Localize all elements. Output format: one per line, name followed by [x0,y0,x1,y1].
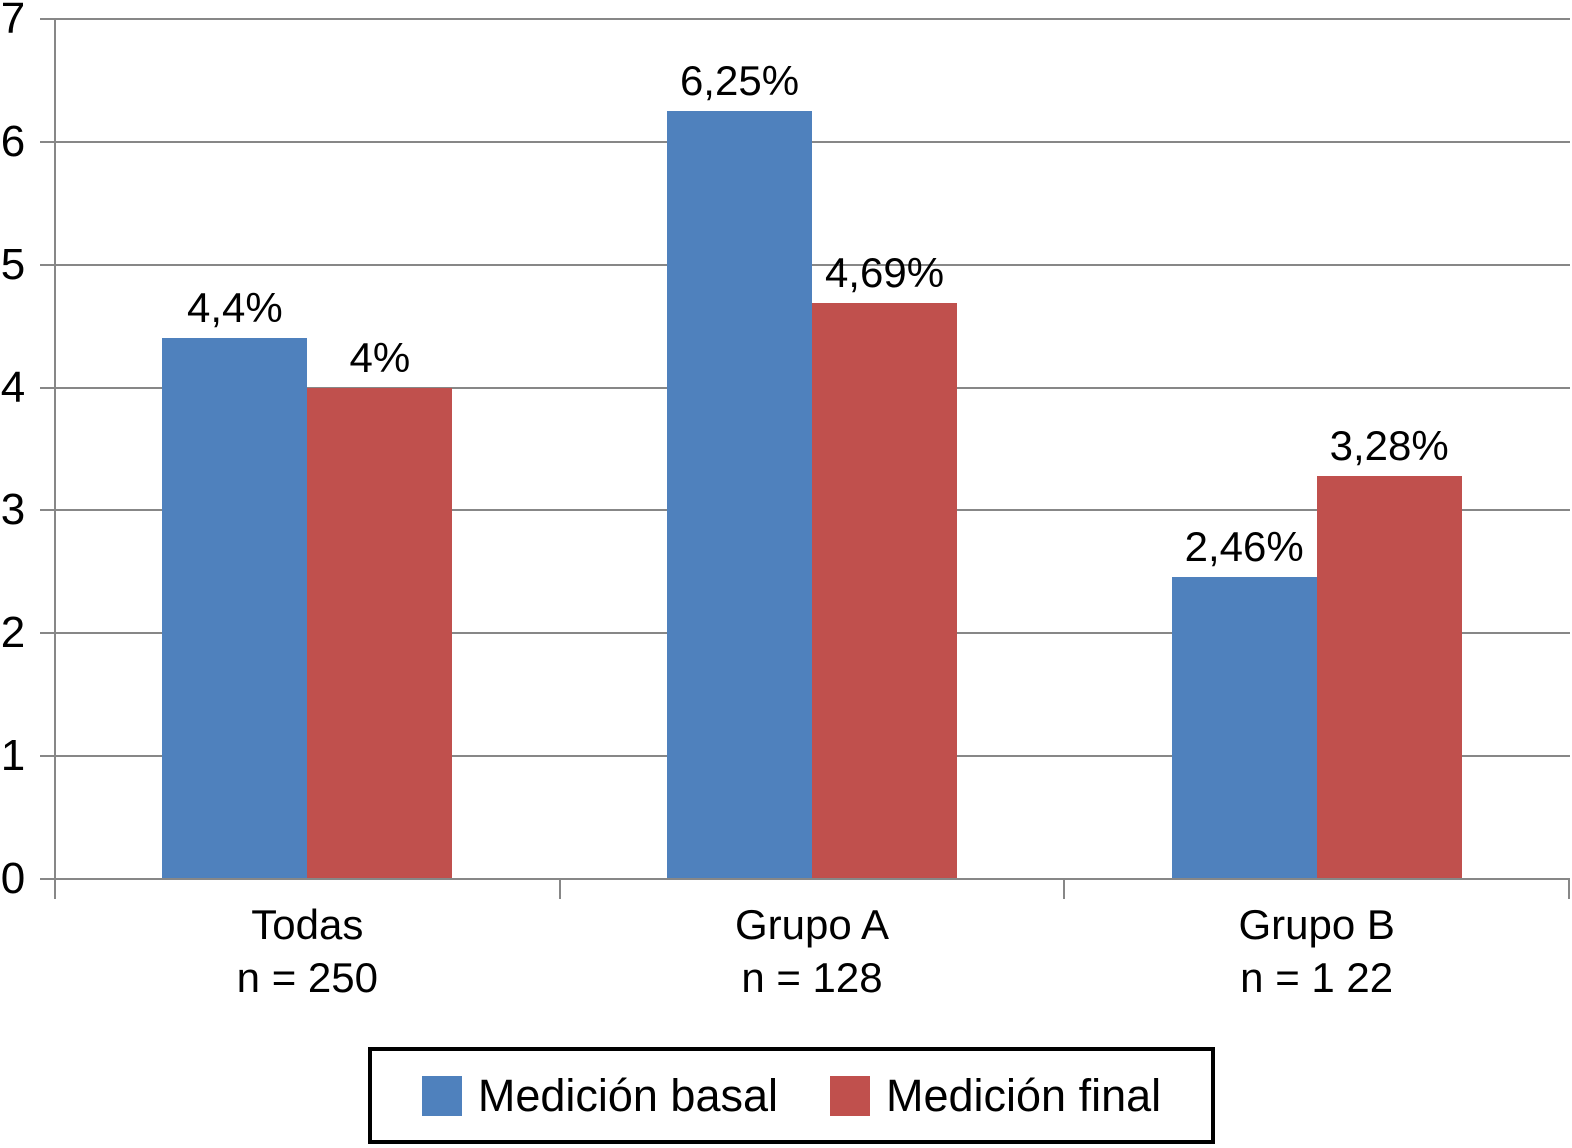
x-axis-tick [558,879,561,899]
category-label: Grupo B n = 1 22 [1238,898,1394,1004]
chart-bar-medición-basal-2 [1171,576,1317,878]
y-axis-tick-label: 2 [0,608,26,658]
legend-swatch-basal-icon [421,1075,462,1116]
category-sublabel: n = 128 [741,954,883,1001]
bar-value-label: 6,25% [679,57,800,105]
y-axis-tick-label: 1 [0,731,26,781]
legend-item-medicion-final: Medición final [830,1070,1161,1122]
y-axis-tick-label: 0 [0,854,26,903]
legend-label-medicion-final: Medición final [886,1069,1162,1121]
bar-value-label: 4% [349,333,411,381]
chart-bar-medición-final-2 [1316,476,1462,878]
bar-value-label: 3,28% [1329,422,1449,470]
category-label: Todas n = 250 [237,898,378,1004]
y-axis-tick-label: 6 [0,116,26,166]
category-name: Grupo A [734,901,890,948]
y-axis-tick-label: 7 [0,0,26,43]
category-sublabel: n = 1 22 [1240,954,1394,1001]
chart-bar-medición-final-0 [307,387,453,878]
bar-value-label: 4,69% [824,248,945,296]
chart-bar-medición-basal-1 [667,111,812,878]
gridline [40,18,1570,20]
category-name: Grupo B [1238,901,1395,948]
bar-value-label: 2,46% [1184,522,1304,570]
category-sublabel: n = 250 [236,954,378,1001]
y-axis-tick-label: 5 [0,239,26,289]
legend-item-medicion-basal: Medición basal [421,1069,778,1122]
y-axis-line [54,19,56,899]
category-label: Grupo A n = 128 [735,898,889,1004]
x-axis-tick [1063,879,1066,899]
y-axis-tick-label: 4 [0,362,26,412]
chart-bar-medición-final-1 [812,302,957,878]
gridline [40,878,1570,880]
legend-label-medicion-basal: Medición basal [477,1069,778,1121]
category-name: Todas [251,901,364,948]
legend-swatch-final-icon [830,1075,870,1116]
chart-bar-medición-basal-0 [162,338,308,878]
chart-legend: Medición basal Medición final [368,1047,1215,1144]
y-axis-tick-label: 3 [0,485,26,535]
bar-value-label: 4,4% [186,284,283,332]
x-axis-tick [1568,879,1570,899]
